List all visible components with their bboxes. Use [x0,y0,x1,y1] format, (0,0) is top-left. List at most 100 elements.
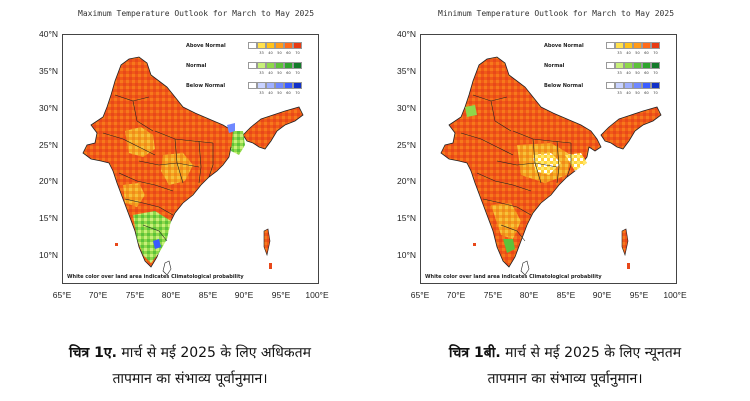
legend-tick: 50 [635,51,640,55]
legend-swatch [266,82,275,89]
legend-tick: 33 [259,91,264,95]
caption-line: तापमान का संभाव्य पूर्वानुमान। [112,371,268,387]
legend-category-label: Below Normal [544,83,584,89]
legend-tick: 33 [617,71,622,75]
legend-swatch [257,42,266,49]
lon-label: 65°E [410,290,430,300]
legend-category-label: Normal [186,63,207,69]
legend-tick: 60 [286,71,291,75]
legend-tick: 33 [617,91,622,95]
legend-category-label: Normal [544,63,565,69]
legend-tick: 70 [295,71,300,75]
legend-swatch [284,62,293,69]
legend-tick: 60 [644,71,649,75]
legend-swatch [615,82,624,89]
legend-ticks: 33 40 50 60 70 [248,91,302,95]
normal-category-area [133,211,171,263]
probability-legend: Above Normal 33 40 50 60 70 Normal 33 40 [186,41,314,101]
lon-label: 85°E [198,290,218,300]
state-borders [102,94,214,242]
legend-tick: 40 [626,71,631,75]
caption-text: मार्च से मई 2025 के लिए न्यूनतम [505,345,682,361]
legend-tick: 40 [268,51,273,55]
legend-swatch [651,62,660,69]
andaman-islands [621,228,629,257]
lat-label: 30°N [397,103,416,113]
legend-ticks: 33 40 50 60 70 [248,51,302,55]
legend-color-bar [606,82,660,89]
legend-tick: 40 [268,91,273,95]
lat-label: 35°N [39,66,58,76]
lat-label: 25°N [397,140,416,150]
state-borders [460,94,572,242]
legend-swatch [266,62,275,69]
legend-swatch [633,42,642,49]
legend-swatch [284,82,293,89]
map-title: Maximum Temperature Outlook for March to… [78,9,315,18]
legend-tick: 33 [259,71,264,75]
legend-swatch [633,62,642,69]
legend-swatch [642,62,651,69]
legend-swatch [651,42,660,49]
climatology-note: White color over land area indicates Cli… [425,274,602,280]
legend-swatch [248,82,257,89]
legend-ticks: 33 40 50 60 70 [606,71,660,75]
legend-tick: 40 [626,91,631,95]
legend-color-bar [248,62,302,69]
probability-legend: Above Normal 33 40 50 60 70 Normal 33 40 [544,41,672,101]
lon-label: 70°E [446,290,466,300]
legend-swatch [615,42,624,49]
legend-swatch [248,62,257,69]
northeast-region [600,106,662,150]
max-temperature-map-panel: Maximum Temperature Outlook for March to… [0,0,375,320]
legend-tick: 50 [277,71,282,75]
map-frame: Above Normal 33 40 50 60 70 Normal 33 40 [62,34,319,284]
northeast-region [242,106,304,150]
legend-ticks: 33 40 50 60 70 [606,51,660,55]
moderate-probability-area [123,183,145,207]
legend-swatch [284,42,293,49]
nicobar-islands [627,263,630,269]
legend-tick: 50 [635,71,640,75]
legend-swatch [266,42,275,49]
lat-label: 40°N [397,29,416,39]
legend-color-bar [248,82,302,89]
legend-swatch [606,62,615,69]
legend-tick: 60 [286,91,291,95]
lat-label: 20°N [397,176,416,186]
legend-tick: 50 [635,91,640,95]
caption-label: चित्र 1ए. [69,345,117,361]
lat-label: 10°N [39,250,58,260]
map-frame: Above Normal 33 40 50 60 70 Normal 33 40 [420,34,677,284]
legend-tick: 33 [259,51,264,55]
caption-label: चित्र 1बी. [448,345,501,361]
lakshadweep [115,243,118,246]
legend-row-above-normal: Above Normal 33 40 50 60 70 [544,41,672,61]
lon-label: 85°E [556,290,576,300]
caption-line: तापमान का संभाव्य पूर्वानुमान। [487,371,643,387]
legend-tick: 40 [268,71,273,75]
lon-label: 95°E [271,290,291,300]
legend-swatch [624,62,633,69]
min-temperature-map-panel: Minimum Temperature Outlook for March to… [375,0,750,320]
legend-tick: 50 [277,51,282,55]
normal-category-area [231,131,245,155]
legend-tick: 33 [617,51,622,55]
legend-swatch [257,82,266,89]
legend-color-bar [248,42,302,49]
caption-line: चित्र 1बी. मार्च से मई 2025 के लिए न्यून… [395,340,735,366]
legend-swatch [606,42,615,49]
below-normal-area [227,123,235,133]
sri-lanka [162,260,172,276]
legend-row-above-normal: Above Normal 33 40 50 60 70 [186,41,314,61]
moderate-probability-area [161,153,193,185]
lakshadweep [473,243,476,246]
caption-line: चित्र 1ए. मार्च से मई 2025 के लिए अधिकतम [20,340,360,366]
lat-label: 10°N [397,250,416,260]
lat-label: 40°N [39,29,58,39]
lat-label: 15°N [39,213,58,223]
sri-lanka [520,260,530,276]
lat-label: 15°N [397,213,416,223]
legend-swatch [624,42,633,49]
legend-swatch [606,82,615,89]
